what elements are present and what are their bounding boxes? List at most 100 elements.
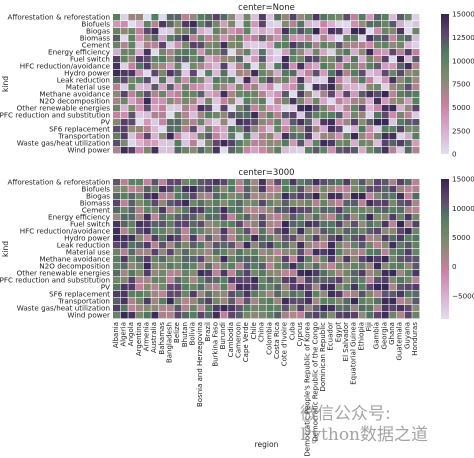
heatmap-cell	[220, 193, 228, 200]
heatmap-cell	[136, 193, 144, 200]
heatmap-cell	[136, 270, 144, 277]
heatmap-cell	[327, 186, 335, 193]
heatmap-cell	[266, 21, 274, 28]
heatmap-cell	[289, 277, 297, 284]
heatmap-cell	[143, 249, 151, 256]
heatmap-cell	[381, 28, 389, 35]
heatmap-cell	[358, 126, 366, 133]
heatmap-cell	[128, 221, 136, 228]
heatmap-cell	[258, 56, 266, 63]
heatmap-cell	[404, 49, 412, 56]
heatmap-cell	[343, 21, 351, 28]
heatmap-cell	[297, 35, 305, 42]
colorbar-tick-label: 10000	[452, 56, 474, 65]
heatmap-cell	[151, 312, 159, 319]
heatmap-cell	[366, 119, 374, 126]
heatmap-cell	[304, 42, 312, 49]
heatmap-cell	[136, 119, 144, 126]
heatmap-cell	[304, 91, 312, 98]
heatmap-cell	[151, 221, 159, 228]
heatmap-cell	[358, 84, 366, 91]
heatmap-cell	[189, 126, 197, 133]
heatmap-cell	[389, 49, 397, 56]
heatmap-cell	[159, 42, 167, 49]
heatmap-cell	[143, 312, 151, 319]
heatmap-cell	[281, 70, 289, 77]
heatmap-cell	[197, 77, 205, 84]
heatmap-cell	[212, 242, 220, 249]
heatmap-cell	[274, 249, 282, 256]
heatmap-cell	[189, 84, 197, 91]
heatmap-cell	[404, 284, 412, 291]
heatmap-cell	[381, 63, 389, 70]
heatmap-cell	[320, 21, 328, 28]
heatmap-cell	[243, 49, 251, 56]
heatmap-cell	[281, 312, 289, 319]
heatmap-cell	[396, 270, 405, 277]
heatmap-cell	[182, 228, 190, 235]
heatmap-cell	[159, 270, 167, 277]
heatmap-cell	[289, 112, 297, 119]
heatmap-cell	[220, 56, 228, 63]
heatmap-cell	[174, 119, 182, 126]
heatmap-cell	[220, 186, 228, 193]
heatmap-cell	[343, 28, 351, 35]
heatmap-cell	[297, 98, 305, 105]
heatmap-cell	[327, 21, 335, 28]
heatmap-cell	[404, 298, 412, 305]
heatmap-cell	[274, 284, 282, 291]
heatmap-cell	[251, 140, 259, 147]
heatmap-cell	[174, 63, 182, 70]
heatmap-cell	[251, 235, 259, 242]
heatmap-cell	[396, 207, 405, 214]
heatmap-cell	[189, 112, 197, 119]
heatmap-cell	[373, 249, 382, 256]
heatmap-cell	[327, 119, 335, 126]
heatmap-cell	[358, 249, 366, 256]
heatmap-cell	[120, 221, 128, 228]
heatmap-cell	[174, 112, 182, 119]
row-tick-label: Transportation	[57, 131, 110, 140]
heatmap-cell	[289, 228, 297, 235]
heatmap-cell	[389, 186, 397, 193]
heatmap-cell	[228, 249, 236, 256]
heatmap-cell	[197, 56, 205, 63]
heatmap-cell	[113, 207, 121, 214]
heatmap-cell	[274, 147, 282, 154]
heatmap-cell	[197, 14, 205, 21]
heatmap-cell	[228, 28, 236, 35]
heatmap-cell	[389, 70, 397, 77]
heatmap-cell	[389, 84, 397, 91]
heatmap-cell	[120, 77, 128, 84]
heatmap-cell	[304, 77, 312, 84]
watermark-line-2: Python数据之道	[300, 425, 429, 445]
colorbar	[441, 14, 449, 154]
heatmap-cell	[358, 14, 366, 21]
heatmap-cell	[297, 242, 305, 249]
heatmap-cell	[166, 221, 174, 228]
heatmap-cell	[320, 221, 328, 228]
heatmap-cell	[136, 133, 144, 140]
heatmap-cell	[166, 21, 174, 28]
row-tick-label: Energy efficiency	[48, 212, 111, 221]
row-tick-label: Fuel switch	[70, 54, 110, 63]
heatmap-cell	[312, 112, 320, 119]
column-tick-label: Burkina Faso	[212, 322, 220, 367]
heatmap-cell	[289, 291, 297, 298]
heatmap-cell	[289, 298, 297, 305]
heatmap-cell	[235, 305, 243, 312]
heatmap-cell	[343, 256, 351, 263]
heatmap-cell	[128, 298, 136, 305]
heatmap-cell	[182, 242, 190, 249]
heatmap-cell	[159, 105, 167, 112]
heatmap-cell	[335, 105, 343, 112]
heatmap-cell	[182, 256, 190, 263]
heatmap-cell	[389, 256, 397, 263]
heatmap-cell	[373, 63, 382, 70]
heatmap-cell	[220, 42, 228, 49]
heatmap-cell	[182, 214, 190, 221]
heatmap-cell	[396, 263, 405, 270]
row-tick-label: SF6 replacement	[49, 289, 110, 298]
heatmap-cell	[312, 200, 320, 207]
heatmap-cell	[366, 56, 374, 63]
